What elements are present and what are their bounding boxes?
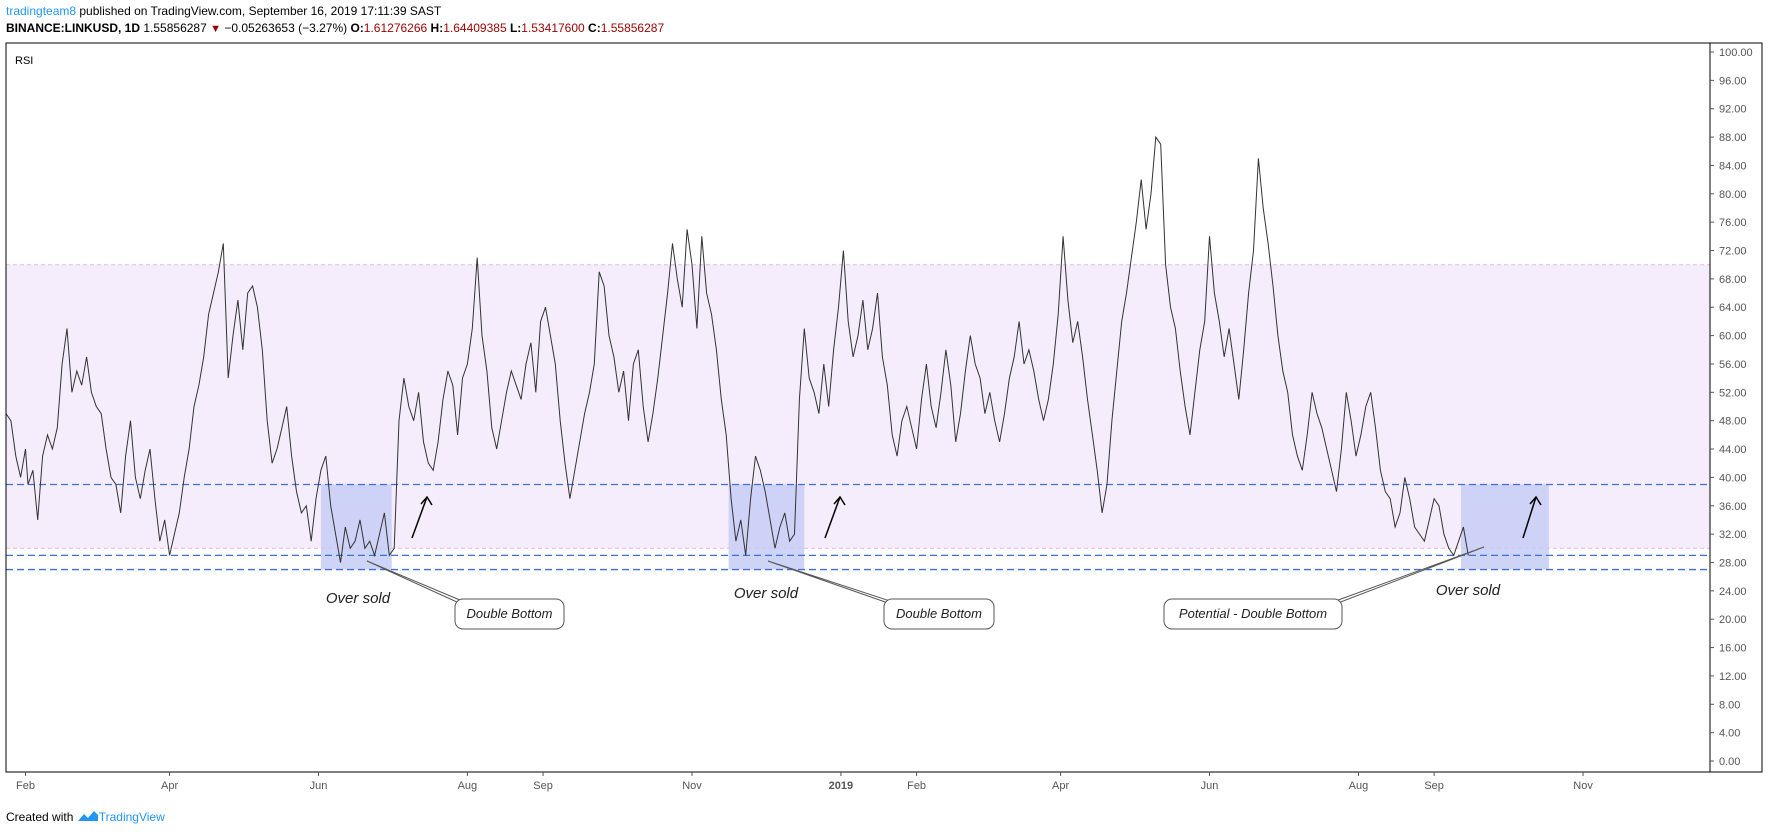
close-label: C: xyxy=(588,21,601,35)
open-label: O: xyxy=(350,21,364,35)
close-value: 1.55856287 xyxy=(600,21,665,35)
author-link[interactable]: tradingteam8 xyxy=(6,4,77,18)
last-price: 1.55856287 xyxy=(143,21,207,35)
y-tick-label: 40.00 xyxy=(1719,472,1747,484)
up-arrow-icon xyxy=(411,496,428,539)
x-tick-label: Aug xyxy=(458,780,478,792)
chart-header: tradingteam8 published on TradingView.co… xyxy=(6,4,664,37)
x-tick-label: Nov xyxy=(1573,780,1593,792)
oversold-zone-1 xyxy=(320,484,392,570)
price-change: −0.05263653 (−3.27%) xyxy=(224,21,348,35)
y-tick-label: 32.00 xyxy=(1719,529,1747,541)
x-tick-label: Jun xyxy=(310,780,328,792)
annotation-double-bottom-1-box xyxy=(454,598,565,630)
annotation-double-bottom-2-text: Double Bottom xyxy=(896,606,982,621)
y-tick-label: 52.00 xyxy=(1719,387,1747,399)
y-tick-label: 76.00 xyxy=(1719,217,1747,229)
y-tick-label: 56.00 xyxy=(1719,359,1747,371)
y-tick-label: 88.00 xyxy=(1719,132,1747,144)
tradingview-brand[interactable]: TradingView xyxy=(98,810,165,824)
annotation-oversold-2: Over sold xyxy=(734,585,799,602)
tradingview-logo-icon xyxy=(77,809,99,826)
y-tick-label: 60.00 xyxy=(1719,331,1747,343)
x-tick-label: 2019 xyxy=(829,780,853,792)
annotation-double-bottom-1-text: Double Bottom xyxy=(467,606,553,621)
y-tick-label: 16.00 xyxy=(1719,643,1747,655)
y-tick-label: 68.00 xyxy=(1719,274,1747,286)
annotation-potential-double-bottom-box xyxy=(1163,598,1343,630)
y-tick-label: 36.00 xyxy=(1719,501,1747,513)
ohlc-row: BINANCE:LINKUSD, 1D 1.55856287 ▼ −0.0526… xyxy=(6,21,664,37)
y-tick-label: 12.00 xyxy=(1719,671,1747,683)
y-tick-label: 72.00 xyxy=(1719,246,1747,258)
high-value: 1.64409385 xyxy=(443,21,507,35)
arrow-head-icon xyxy=(1529,495,1542,506)
y-tick-label: 0.00 xyxy=(1719,756,1740,768)
x-tick-label: Nov xyxy=(682,780,702,792)
x-tick-label: Jun xyxy=(1201,780,1219,792)
y-tick-label: 4.00 xyxy=(1719,728,1740,740)
footer: Created with TradingView xyxy=(6,809,165,826)
annotation-double-bottom-2-box xyxy=(883,598,995,630)
arrow-head-icon xyxy=(420,495,433,506)
x-tick-label: Feb xyxy=(16,780,35,792)
x-tick-label: Feb xyxy=(907,780,926,792)
y-tick-label: 80.00 xyxy=(1719,189,1747,201)
x-tick-label: Sep xyxy=(533,780,553,792)
annotation-oversold-1: Over sold xyxy=(326,590,391,607)
created-with-text: Created with xyxy=(6,810,74,824)
y-tick-label: 64.00 xyxy=(1719,302,1747,314)
annotation-oversold-3: Over sold xyxy=(1436,582,1501,599)
y-tick-label: 96.00 xyxy=(1719,75,1747,87)
open-value: 1.61276266 xyxy=(363,21,428,35)
annotation-potential-double-bottom-text: Potential - Double Bottom xyxy=(1179,606,1327,621)
arrow-head-icon xyxy=(833,495,846,506)
x-tick-label: Apr xyxy=(1052,780,1069,792)
y-tick-label: 84.00 xyxy=(1719,160,1747,172)
up-arrow-icon xyxy=(1522,496,1537,539)
x-tick-label: Aug xyxy=(1349,780,1369,792)
down-triangle-icon: ▼ xyxy=(210,23,221,35)
indicator-title: RSI xyxy=(15,55,33,67)
y-tick-label: 100.00 xyxy=(1719,47,1753,59)
publish-text: published on TradingView.com, September … xyxy=(76,4,442,18)
low-label: L: xyxy=(509,21,522,35)
chart-frame xyxy=(5,42,1763,773)
y-tick-label: 92.00 xyxy=(1719,104,1747,116)
high-label: H: xyxy=(430,21,444,35)
y-tick-label: 44.00 xyxy=(1719,444,1747,456)
y-tick-label: 20.00 xyxy=(1719,614,1747,626)
y-tick-label: 8.00 xyxy=(1719,699,1740,711)
rsi-band xyxy=(6,264,1710,549)
y-tick-label: 28.00 xyxy=(1719,557,1747,569)
y-tick-label: 48.00 xyxy=(1719,416,1747,428)
symbol-label: BINANCE:LINKUSD, 1D xyxy=(6,21,141,35)
y-tick-label: 24.00 xyxy=(1719,586,1747,598)
rsi-line xyxy=(5,135,1469,563)
publish-info: tradingteam8 published on TradingView.co… xyxy=(6,4,664,19)
x-tick-label: Apr xyxy=(161,780,178,792)
low-value: 1.53417600 xyxy=(521,21,585,35)
x-tick-label: Sep xyxy=(1424,780,1444,792)
up-arrow-icon xyxy=(824,496,841,539)
